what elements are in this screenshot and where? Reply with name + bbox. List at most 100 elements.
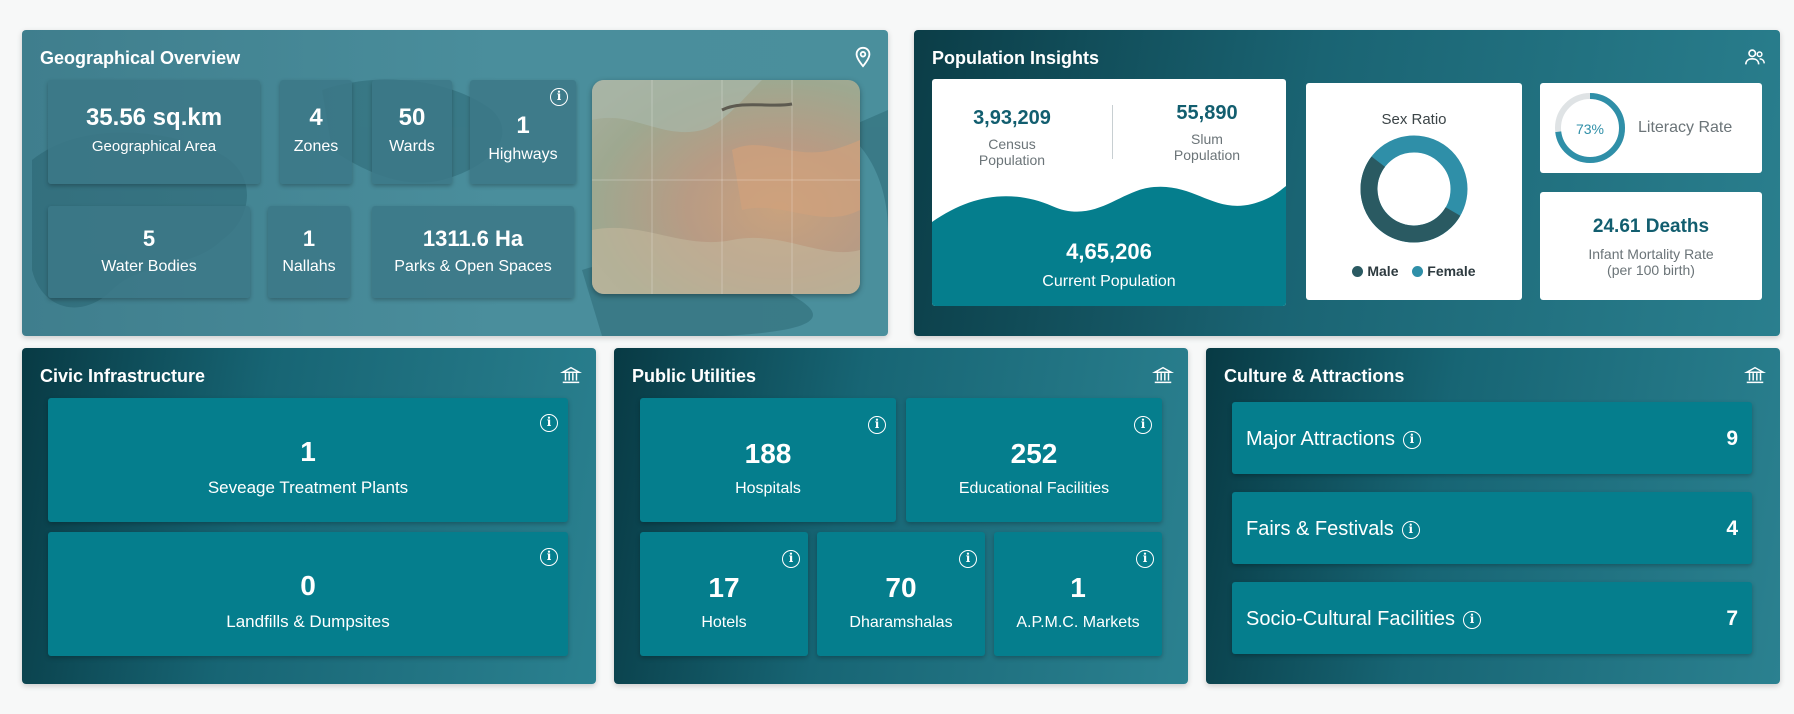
slum-population-label-2: Population bbox=[1173, 147, 1241, 163]
infant-mortality-label-2: (per 100 birth) bbox=[1607, 262, 1695, 278]
geographical-area-value: 35.56 sq.km bbox=[85, 104, 223, 131]
hotels-label: Hotels bbox=[701, 614, 747, 631]
apmc-markets-tile[interactable]: i 1 A.P.M.C. Markets bbox=[994, 532, 1162, 656]
institution-icon bbox=[1744, 366, 1766, 384]
literacy-gauge bbox=[1555, 93, 1625, 163]
public-utilities-panel: Public Utilities i 188 Hospitals i 252 E… bbox=[614, 348, 1188, 684]
male-legend-dot bbox=[1352, 266, 1364, 277]
sewage-treatment-plants-value: 1 bbox=[300, 436, 316, 467]
fairs-festivals-text: Fairs & Festivals bbox=[1246, 518, 1394, 540]
geographical-overview-panel: Geographical Overview 35.56 sq.km Geogra… bbox=[22, 30, 888, 336]
info-icon[interactable]: i bbox=[959, 550, 977, 568]
zones-label: Zones bbox=[293, 138, 339, 155]
literacy-label: Literacy Rate bbox=[1638, 119, 1733, 136]
info-icon[interactable]: i bbox=[1134, 416, 1152, 434]
sex-ratio-title: Sex Ratio bbox=[1381, 111, 1447, 128]
major-attractions-row[interactable]: Major Attractions i 9 bbox=[1232, 402, 1752, 474]
info-icon[interactable]: i bbox=[1401, 521, 1420, 539]
city-map-image[interactable] bbox=[592, 80, 860, 294]
hospitals-value: 188 bbox=[744, 438, 792, 469]
wards-tile: 50 Wards bbox=[372, 80, 452, 184]
dharamshalas-value: 70 bbox=[885, 572, 917, 603]
zones-tile: 4 Zones bbox=[280, 80, 352, 184]
panel-title: Population Insights bbox=[932, 48, 1099, 68]
panel-title: Public Utilities bbox=[632, 366, 757, 386]
panel-title: Culture & Attractions bbox=[1224, 366, 1405, 386]
info-icon[interactable]: i bbox=[550, 88, 568, 106]
landfills-value: 0 bbox=[300, 570, 316, 601]
socio-cultural-facilities-row[interactable]: Socio-Cultural Facilities i 7 bbox=[1232, 582, 1752, 654]
educational-facilities-tile[interactable]: i 252 Educational Facilities bbox=[906, 398, 1162, 522]
info-icon[interactable]: i bbox=[1462, 611, 1481, 629]
users-icon bbox=[1745, 49, 1765, 65]
landfills-label: Landfills & Dumpsites bbox=[226, 612, 390, 631]
info-icon[interactable]: i bbox=[868, 416, 886, 434]
literacy-percent: 73% bbox=[1575, 121, 1605, 137]
slum-population-label-1: Slum bbox=[1191, 131, 1223, 147]
highways-value: 1 bbox=[516, 112, 530, 139]
geographical-area-tile: 35.56 sq.km Geographical Area bbox=[48, 80, 260, 184]
water-bodies-value: 5 bbox=[142, 226, 156, 251]
parks-value: 1311.6 Ha bbox=[422, 226, 524, 251]
current-population-value: 4,65,206 bbox=[1066, 239, 1152, 264]
sex-ratio-donut bbox=[1360, 135, 1468, 243]
parks-label: Parks & Open Spaces bbox=[394, 258, 552, 275]
fairs-festivals-label: Fairs & Festivals i bbox=[1246, 518, 1420, 541]
hospitals-tile[interactable]: i 188 Hospitals bbox=[640, 398, 896, 522]
current-population: 4,65,206 Current Population bbox=[932, 239, 1286, 291]
info-icon[interactable]: i bbox=[540, 548, 558, 566]
infant-mortality-label-1: Infant Mortality Rate bbox=[1588, 246, 1714, 262]
infant-mortality-card: 24.61 Deaths Infant Mortality Rate (per … bbox=[1540, 192, 1762, 300]
slum-population: 55,890 Slum Population bbox=[1128, 102, 1286, 163]
divider bbox=[1112, 105, 1113, 159]
slum-population-value: 55,890 bbox=[1176, 102, 1238, 124]
geographical-area-label: Geographical Area bbox=[91, 138, 217, 155]
wards-label: Wards bbox=[389, 138, 435, 155]
major-attractions-label: Major Attractions i bbox=[1246, 428, 1421, 451]
highways-label: Highways bbox=[488, 146, 558, 163]
hotels-value: 17 bbox=[708, 572, 740, 603]
sex-ratio-card: Sex Ratio Male Female bbox=[1306, 83, 1522, 300]
census-population-label-1: Census bbox=[988, 136, 1036, 152]
sex-ratio-legend: Male Female bbox=[1306, 263, 1522, 279]
educational-facilities-value: 252 bbox=[1010, 438, 1058, 469]
info-icon[interactable]: i bbox=[1402, 431, 1421, 449]
nallahs-label: Nallahs bbox=[282, 258, 336, 275]
major-attractions-count: 9 bbox=[1726, 427, 1738, 450]
panel-title: Civic Infrastructure bbox=[40, 366, 206, 386]
dharamshalas-label: Dharamshalas bbox=[849, 614, 953, 631]
census-population: 3,93,209 Census Population bbox=[932, 107, 1092, 168]
parks-tile: 1311.6 Ha Parks & Open Spaces bbox=[372, 206, 574, 298]
literacy-arc bbox=[1555, 93, 1625, 163]
landfills-tile[interactable]: i 0 Landfills & Dumpsites bbox=[48, 532, 568, 656]
sewage-treatment-plants-label: Seveage Treatment Plants bbox=[207, 478, 409, 497]
sewage-treatment-plants-tile[interactable]: i 1 Seveage Treatment Plants bbox=[48, 398, 568, 522]
info-icon[interactable]: i bbox=[1136, 550, 1154, 568]
water-bodies-tile: 5 Water Bodies bbox=[48, 206, 250, 298]
culture-attractions-panel: Culture & Attractions Major Attractions i… bbox=[1206, 348, 1780, 684]
water-bodies-label: Water Bodies bbox=[101, 258, 197, 275]
map-pin-icon bbox=[855, 46, 871, 68]
census-card: 3,93,209 Census Population 55,890 Slum P… bbox=[932, 79, 1286, 306]
institution-icon bbox=[1152, 366, 1174, 384]
literacy-card: 73% Literacy Rate bbox=[1540, 83, 1762, 173]
current-population-label: Current Population bbox=[1042, 273, 1176, 290]
female-legend-label: Female bbox=[1427, 263, 1476, 279]
educational-facilities-label: Educational Facilities bbox=[958, 480, 1110, 497]
info-icon[interactable]: i bbox=[782, 550, 800, 568]
hotels-tile[interactable]: i 17 Hotels bbox=[640, 532, 808, 656]
apmc-markets-value: 1 bbox=[1070, 572, 1086, 603]
fairs-festivals-row[interactable]: Fairs & Festivals i 4 bbox=[1232, 492, 1752, 564]
socio-cultural-facilities-count: 7 bbox=[1726, 607, 1738, 630]
map-texture bbox=[592, 80, 860, 294]
infant-mortality-value: 24.61 Deaths bbox=[1592, 216, 1710, 237]
panel-title: Geographical Overview bbox=[40, 48, 241, 68]
socio-cultural-facilities-label: Socio-Cultural Facilities i bbox=[1246, 608, 1481, 631]
fairs-festivals-count: 4 bbox=[1726, 517, 1738, 540]
highways-tile: i 1 Highways bbox=[470, 80, 576, 184]
dharamshalas-tile[interactable]: i 70 Dharamshalas bbox=[817, 532, 985, 656]
male-legend-label: Male bbox=[1367, 263, 1399, 279]
census-population-value: 3,93,209 bbox=[973, 107, 1051, 129]
info-icon[interactable]: i bbox=[540, 414, 558, 432]
civic-infrastructure-panel: Civic Infrastructure i 1 Seveage Treatme… bbox=[22, 348, 596, 684]
